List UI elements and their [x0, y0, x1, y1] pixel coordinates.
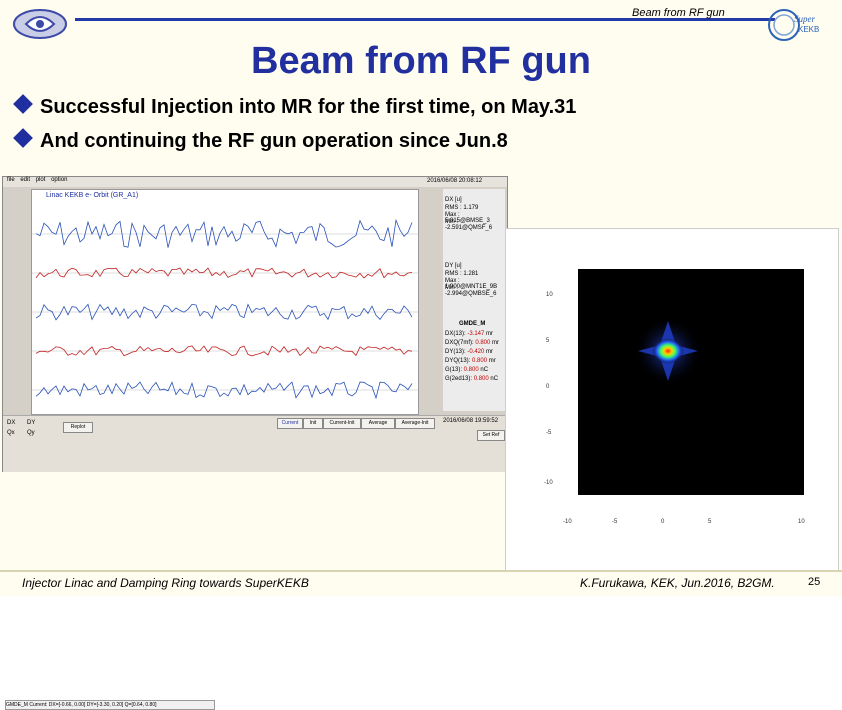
- orbit-datetime-bottom: 2016/06/08 19:59:52: [443, 418, 499, 424]
- stat-max: Max : 5.815@BMSE_3: [445, 212, 490, 224]
- replot-button[interactable]: Replot: [63, 422, 93, 433]
- init-button[interactable]: Init: [303, 418, 323, 429]
- orbit-traces: [32, 218, 418, 400]
- menu-option[interactable]: option: [51, 177, 68, 183]
- reading-name: DYQ(13):: [445, 358, 473, 364]
- readings-list: DX(13): -3.147 mr DXQ(7mf): 0.800 mr DY(13…: [445, 331, 505, 385]
- orbit-datetime: 2016/06/08 20:08:12: [427, 178, 483, 184]
- reading-unit: nC: [480, 367, 489, 373]
- current-button[interactable]: Current: [277, 418, 303, 429]
- orbit-control-panel: Replot Current Init Current-Init Average…: [3, 415, 507, 710]
- orbit-status-line: GMDE_M Current: DX=[-0.66, 0.00] DY=[-3.…: [5, 700, 215, 710]
- reading-value: 0.800: [463, 367, 481, 373]
- reading-unit: mr: [486, 331, 494, 337]
- reading-value: -0.420: [467, 349, 487, 355]
- reading-unit: mr: [488, 358, 496, 364]
- header-corner-text: Beam from RF gun: [632, 7, 725, 19]
- reading-unit: mr: [492, 340, 500, 346]
- set-ref-button[interactable]: Set Ref: [477, 430, 505, 441]
- bullet-text: Successful Injection into MR for the fir…: [40, 96, 577, 118]
- y-tick: 5: [546, 338, 550, 344]
- reading-name: DXQ(7mf):: [445, 340, 476, 346]
- reading-row: DY(13): -0.420 mr: [445, 349, 505, 358]
- y-tick: -5: [546, 430, 552, 436]
- gmde-label: GMDE_M: [459, 321, 486, 327]
- range-label-qx: Qx: [7, 430, 15, 436]
- y-tick: 0: [546, 384, 550, 390]
- stat-max: Max : 1.900@MNT1E_9B: [445, 278, 498, 290]
- stat-rms: RMS : 1.281: [445, 271, 479, 277]
- x-tick: 5: [708, 519, 712, 525]
- beam-screen-image: 10 5 0 -5 -10 -10 -5 0 5 10: [505, 228, 839, 572]
- reading-unit: mr: [486, 349, 494, 355]
- bullet-text: And continuing the RF gun operation sinc…: [40, 130, 508, 152]
- bullet-item: Successful Injection into MR for the fir…: [6, 94, 577, 119]
- orbit-monitor-window: file edit plot option 2016/06/08 20:08:1…: [2, 176, 508, 710]
- reading-value: 0.800: [473, 376, 491, 382]
- stat-min: Min : -2.591@QMSF_6: [445, 219, 493, 231]
- orbit-trace: [35, 303, 413, 321]
- reading-row: DX(13): -3.147 mr: [445, 331, 505, 340]
- svg-text:KEKB: KEKB: [798, 25, 819, 34]
- stat-min: Min : -2.994@QMBSE_6: [445, 285, 497, 297]
- orbit-menubar: file edit plot option 2016/06/08 20:08:1…: [3, 177, 507, 187]
- footer-bar: [0, 570, 842, 572]
- orbit-side-panel: DX [u] RMS : 1.179 Max : 5.815@BMSE_3 Mi…: [443, 189, 505, 411]
- menu-file[interactable]: file: [7, 177, 15, 183]
- menu-edit[interactable]: edit: [20, 177, 31, 183]
- range-label-qy: Qy: [27, 430, 35, 436]
- reading-row: G(2ed13): 0.800 nC: [445, 376, 505, 385]
- reading-name: DY(13):: [445, 349, 468, 355]
- current-init-button[interactable]: Current-Init: [323, 418, 361, 429]
- range-label-dx: DX: [7, 420, 16, 426]
- reading-name: G(2ed13):: [445, 376, 474, 382]
- footer-right-text: K.Furukawa, KEK, Jun.2016, B2GM.: [580, 576, 775, 590]
- bullet-item: And continuing the RF gun operation sinc…: [6, 128, 508, 153]
- reading-value: 0.800: [472, 358, 489, 364]
- x-tick: -5: [612, 519, 618, 525]
- x-tick: 10: [798, 519, 805, 525]
- super-kekb-logo-icon: Super KEKB: [768, 9, 819, 41]
- svg-text:Super: Super: [794, 14, 815, 24]
- stat-rms: RMS : 1.179: [445, 205, 479, 211]
- reading-name: DX(13):: [445, 331, 468, 337]
- orbit-trace: [35, 218, 413, 248]
- y-tick: 10: [546, 292, 553, 298]
- slide-title: Beam from RF gun: [251, 40, 591, 82]
- header-bar: [75, 18, 775, 21]
- reading-value: 0.800: [475, 340, 493, 346]
- stat-label: DY [u]: [445, 263, 462, 269]
- x-tick: -10: [563, 519, 572, 525]
- range-label-dy: DY: [27, 420, 36, 426]
- menu-plot[interactable]: plot: [35, 177, 46, 183]
- x-tick: 0: [661, 519, 665, 525]
- average-init-button[interactable]: Average-Init: [395, 418, 435, 429]
- beam-spot: [634, 317, 702, 385]
- average-button[interactable]: Average: [361, 418, 395, 429]
- screen-frame: [578, 269, 804, 495]
- diamond-bullet-icon: [13, 94, 33, 114]
- diamond-bullet-icon: [13, 128, 33, 148]
- reading-row: G(13): 0.800 nC: [445, 367, 505, 376]
- orbit-plot-area: Linac KEKB e- Orbit (GR_A1): [31, 189, 419, 415]
- y-tick: -10: [544, 480, 553, 486]
- reading-name: G(13):: [445, 367, 464, 373]
- orbit-trace: [35, 345, 413, 357]
- footer-left-text: Injector Linac and Damping Ring towards …: [22, 576, 309, 590]
- stat-label: DX [u]: [445, 197, 462, 203]
- page-number: 25: [808, 576, 821, 588]
- reading-row: DXQ(7mf): 0.800 mr: [445, 340, 505, 349]
- kek-logo-icon: [13, 9, 67, 39]
- orbit-plot-title: Linac KEKB e- Orbit (GR_A1): [46, 192, 139, 199]
- reading-unit: nC: [490, 376, 499, 382]
- reading-value: -3.147: [467, 331, 487, 337]
- orbit-trace: [35, 267, 413, 279]
- orbit-trace: [35, 381, 413, 400]
- reading-row: DYQ(13): 0.800 mr: [445, 358, 505, 367]
